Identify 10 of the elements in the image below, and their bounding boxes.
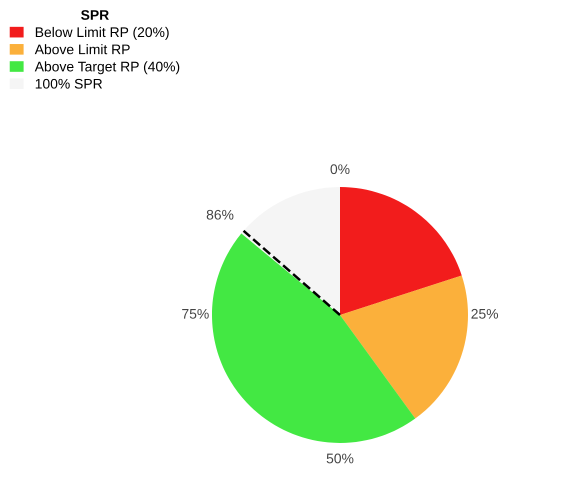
legend-label: Below Limit RP (20%) [36,26,169,40]
text: 75% [182,308,209,319]
legend-label: Above Limit RP [34,44,130,54]
text: 0% [330,164,350,174]
text: 50% [326,454,354,464]
legend-label: 100% SPR [36,78,102,89]
legend-label: Above Target RP (40%) [34,61,180,74]
text: 25% [471,308,498,319]
text: 86% [206,210,234,220]
legend-title: SPR [81,10,109,20]
